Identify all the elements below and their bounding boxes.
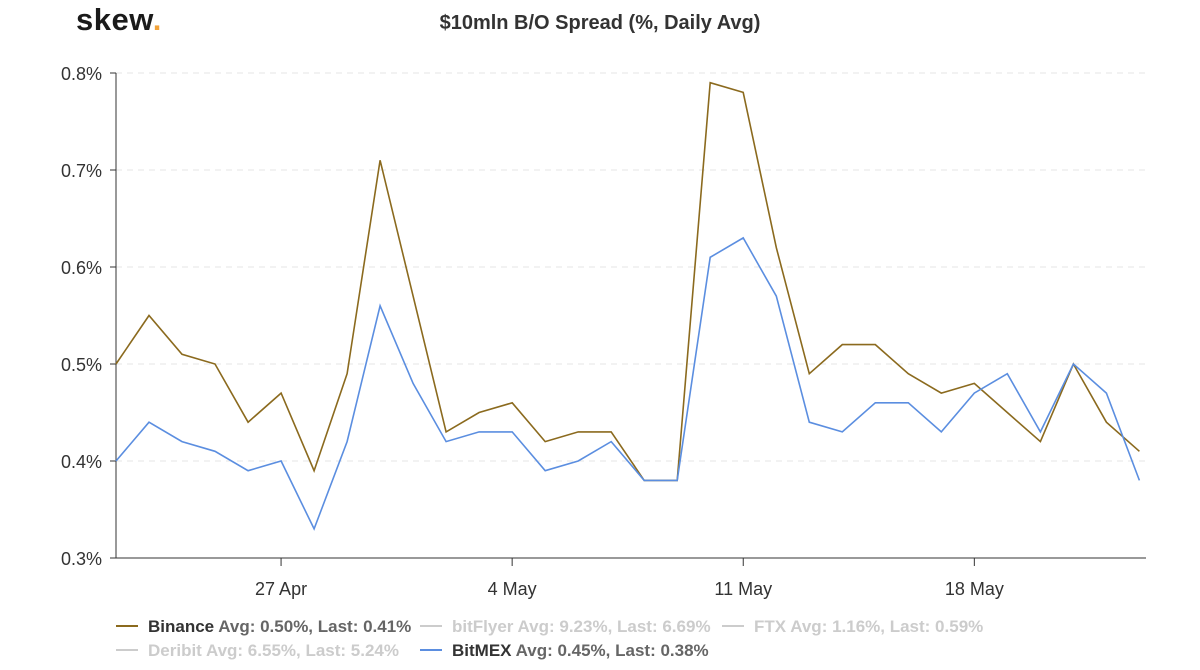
axes: 0.3% 0.4% 0.5% 0.6% 0.7% 0.8% 27 Apr 4 May 11 Ma… (61, 64, 1146, 599)
legend-bitmex-name: BitMEX (452, 641, 512, 660)
chart-title: $10mln B/O Spread (%, Daily Avg) (439, 12, 761, 34)
legend-bitflyer-swatch (420, 624, 442, 627)
x-tick-label: 18 May (945, 579, 1004, 599)
y-tick-label: 0.6% (61, 258, 102, 278)
legend-binance-name: Binance (148, 617, 215, 636)
series-line-bitmex[interactable] (115, 236, 1141, 531)
y-tick-label: 0.8% (61, 64, 102, 84)
x-tick-label: 11 May (714, 579, 772, 599)
legend-ftx-swatch (722, 624, 744, 627)
chart: 0.3% 0.4% 0.5% 0.6% 0.7% 0.8% 27 Apr 4 May 11 Ma… (61, 64, 1146, 599)
legend-row-2: Deribit Avg: 6.55%, Last: 5.24% BitMEX A… (116, 641, 709, 661)
legend-bitmex[interactable]: BitMEX Avg: 0.45%, Last: 0.38% (420, 641, 709, 661)
legend-deribit[interactable]: Deribit Avg: 6.55%, Last: 5.24% (116, 641, 442, 661)
y-tick-label: 0.3% (61, 549, 102, 569)
legend-bitflyer-stats: Avg: 9.23%, Last: 6.69% (517, 617, 711, 636)
legend-deribit-name: Deribit (148, 641, 202, 660)
legend-deribit-swatch (116, 648, 138, 651)
x-tick-label: 27 Apr (255, 579, 307, 599)
y-tick-label: 0.5% (61, 355, 102, 375)
legend-bitmex-stats: Avg: 0.45%, Last: 0.38% (515, 641, 709, 660)
legend-bitflyer[interactable]: bitFlyer Avg: 9.23%, Last: 6.69% (420, 617, 744, 637)
legend-ftx[interactable]: FTX Avg: 1.16%, Last: 0.59% (722, 617, 983, 637)
y-tick-label: 0.4% (61, 452, 102, 472)
legend-binance[interactable]: Binance Avg: 0.50%, Last: 0.41% (116, 617, 442, 637)
legend-bitflyer-name: bitFlyer (452, 617, 514, 636)
skew-logo: skew. (76, 2, 162, 37)
legend-bitmex-swatch (420, 648, 442, 651)
gridlines (116, 72, 1146, 462)
series-lines (115, 81, 1141, 531)
legend-ftx-stats: Avg: 1.16%, Last: 0.59% (790, 617, 984, 636)
x-tick-label: 4 May (488, 579, 537, 599)
legend-deribit-stats: Avg: 6.55%, Last: 5.24% (205, 641, 399, 660)
legend-binance-stats: Avg: 0.50%, Last: 0.41% (218, 617, 412, 636)
legend-binance-swatch (116, 624, 138, 627)
series-line-binance[interactable] (115, 81, 1140, 482)
legend-ftx-name: FTX (754, 617, 787, 636)
legend-row-1: Binance Avg: 0.50%, Last: 0.41% bitFlyer… (116, 617, 983, 637)
y-tick-label: 0.7% (61, 161, 102, 181)
